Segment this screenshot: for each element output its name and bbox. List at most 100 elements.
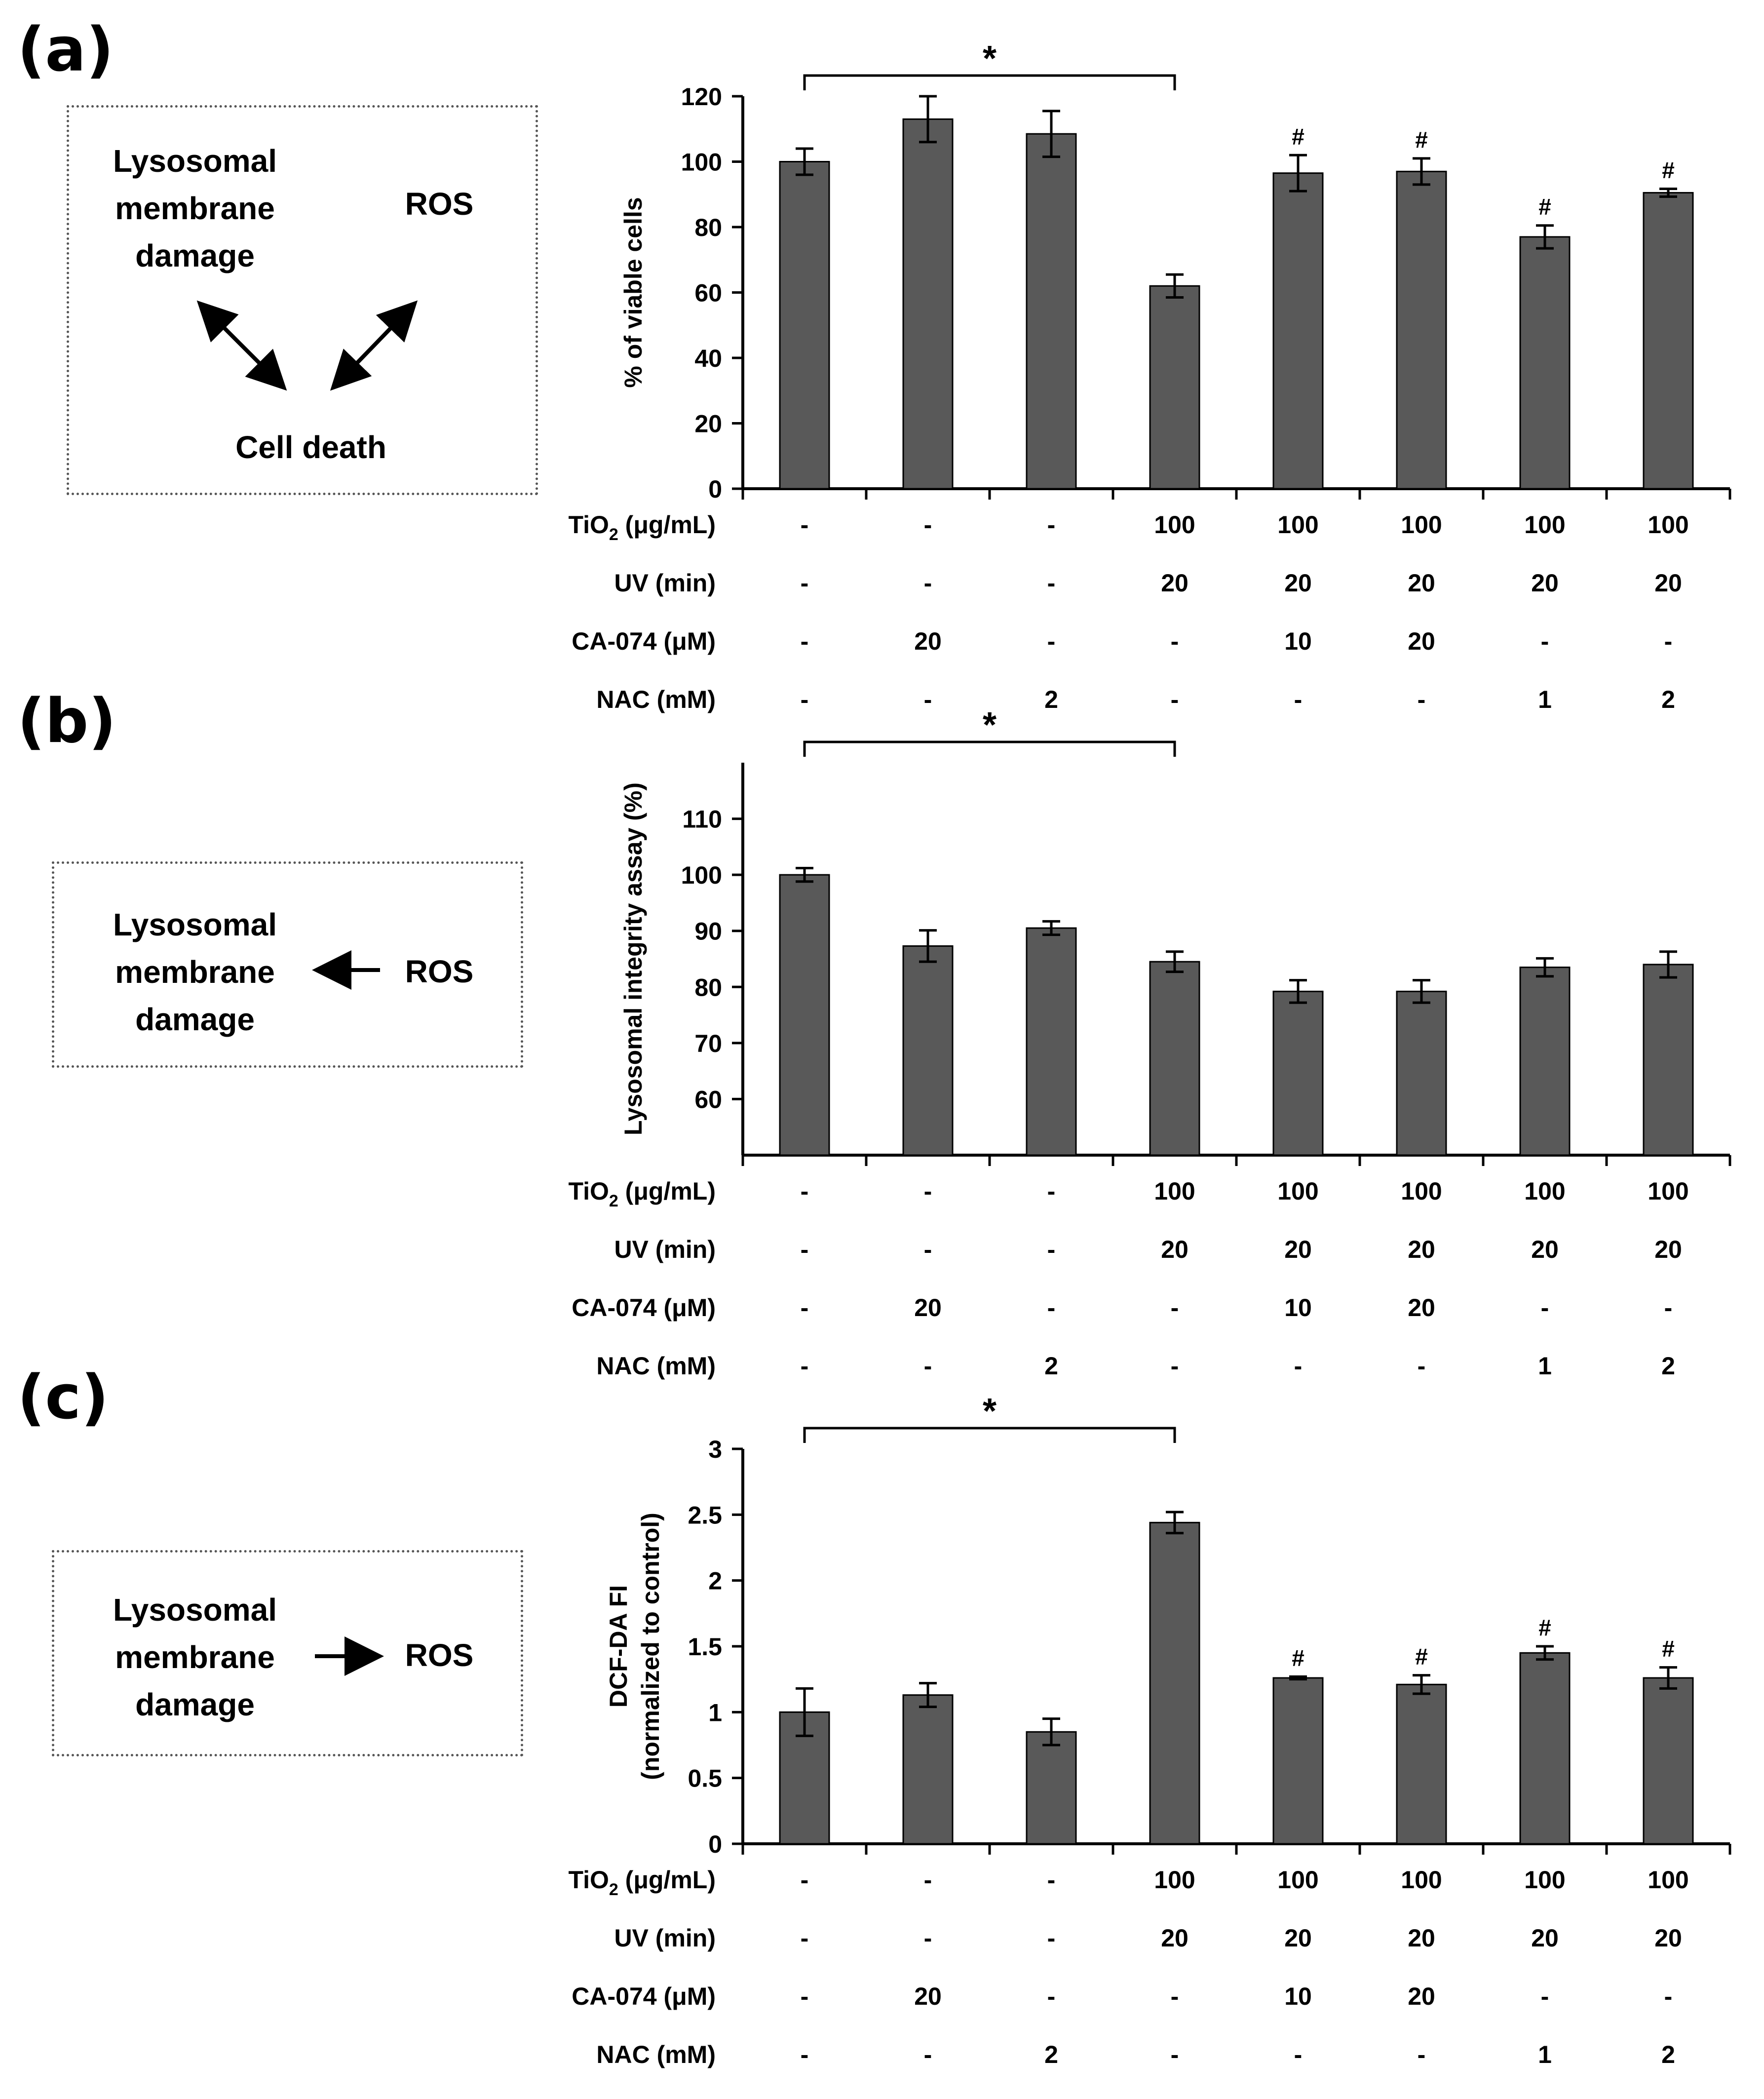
chart-a-table-cell: 20: [1408, 569, 1435, 597]
chart-c-table-cell: -: [1664, 1982, 1673, 2010]
panel-label-a: (a): [17, 15, 114, 85]
chart-b-table-cell: 100: [1277, 1177, 1318, 1205]
chart-b-bar: [1643, 964, 1694, 1156]
chart-a-bar: [1519, 236, 1571, 490]
chart-a-table-cell: -: [1294, 686, 1303, 713]
chart-b-table-cell: -: [801, 1352, 809, 1380]
chart-b-y-tick-label: 60: [694, 1086, 722, 1113]
chart-c-table-row-label: UV (min): [614, 1924, 716, 1952]
chart-a-table-cell: 20: [1408, 627, 1435, 655]
chart-b-significance-bracket: [803, 740, 1176, 757]
chart-a-table-cell: -: [1541, 627, 1549, 655]
chart-a-y-axis-label: % of viable cells: [619, 197, 647, 388]
chart-b-table-cell: 20: [1284, 1236, 1312, 1263]
chart-b-table-row-label: TiO2 (μg/mL): [568, 1177, 716, 1210]
panel-label-c: (c): [17, 1362, 109, 1433]
diagram-a-lysosomal: Lysosomal membrane damage: [91, 137, 299, 279]
chart-c-table-row-label: CA-074 (μM): [572, 1982, 716, 2010]
diagram-a-lysosomal-line2: membrane: [115, 191, 275, 226]
chart-a-table-cell: 10: [1284, 627, 1312, 655]
chart-c-mark-label: #: [1415, 1644, 1428, 1670]
diagram-a-lysosomal-line3: damage: [135, 238, 255, 273]
chart-c-table-cell: -: [1541, 1982, 1549, 2010]
arrow-celldeath-ros: [334, 300, 418, 387]
chart-a-table-cell: -: [924, 511, 932, 539]
chart-a-table-cell: 100: [1648, 511, 1688, 539]
chart-b-table-cell: -: [1664, 1294, 1673, 1322]
chart-a-table-cell: -: [1418, 686, 1426, 713]
chart-a-table-cell: 1: [1538, 686, 1552, 713]
chart-c-y-tick-label: 2: [708, 1567, 722, 1595]
chart-a-table-cell: -: [924, 686, 932, 713]
chart-b-table-cell: 20: [1161, 1236, 1189, 1263]
chart-c-table-cell: -: [801, 1866, 809, 1894]
chart-b-table-row-label: CA-074 (μM): [572, 1294, 716, 1322]
chart-b-table-cell: 100: [1524, 1177, 1565, 1205]
chart-a-table-cell: 100: [1277, 511, 1318, 539]
chart-b-table-cell: -: [1171, 1294, 1179, 1322]
chart-a-table-row-label: UV (min): [614, 569, 716, 597]
chart-c-table-cell: 20: [1408, 1982, 1435, 2010]
chart-b-table-cell: -: [1294, 1352, 1303, 1380]
diagram-b-lysosomal-line2: membrane: [115, 954, 275, 990]
chart-b-table-cell: 20: [1408, 1294, 1435, 1322]
chart-c-bar: [1026, 1731, 1077, 1845]
chart-c-mark-label: #: [1538, 1615, 1551, 1640]
chart-c-table-cell: -: [924, 1924, 932, 1952]
chart-a-table-cell: -: [801, 627, 809, 655]
chart-a-table-cell: 20: [1284, 569, 1312, 597]
chart-a-table-cell: -: [1171, 627, 1179, 655]
chart-b-bar: [1396, 990, 1447, 1156]
chart-b-table-cell: -: [1418, 1352, 1426, 1380]
chart-c-table-row-label-rest: (μg/mL): [618, 1866, 716, 1894]
chart-c-table-cell: -: [1171, 2041, 1179, 2068]
chart-b-bar: [1519, 967, 1571, 1156]
chart-a-table-cell: 20: [1654, 569, 1682, 597]
chart-b-table-row-label-main: CA-074 (μM): [572, 1294, 716, 1322]
chart-c-table-cell: 20: [1654, 1924, 1682, 1952]
chart-a-table-cell: -: [1664, 627, 1673, 655]
chart-c-table-cell: -: [801, 1982, 809, 2010]
chart-a-table-cell: -: [801, 686, 809, 713]
chart-a-mark-label: #: [1538, 194, 1551, 220]
chart-c-table-row-label: TiO2 (μg/mL): [568, 1866, 716, 1899]
chart-a-table-cell: -: [1171, 686, 1179, 713]
chart-b-table-row-label: UV (min): [614, 1236, 716, 1263]
chart-a-mark-label: #: [1662, 157, 1675, 183]
chart-b-bar: [1149, 961, 1200, 1156]
chart-a-table-row-label-main: NAC (mM): [596, 686, 716, 713]
chart-a-table-cell: -: [924, 569, 932, 597]
chart-c-table-cell: -: [1047, 1982, 1056, 2010]
chart-a-table-row-label: CA-074 (μM): [572, 627, 716, 655]
chart-b-table-row-label-main: NAC (mM): [596, 1352, 716, 1380]
chart-b-y-tick-label: 110: [682, 806, 722, 833]
chart-a-table-row-label-main: TiO: [568, 511, 609, 539]
chart-c-bar: [1643, 1677, 1694, 1845]
chart-c-table-cell: -: [924, 1866, 932, 1894]
diagram-a-ros: ROS: [405, 186, 474, 222]
chart-c-y-axis-label-2: (normalized to control): [637, 1513, 664, 1780]
chart-a-y-tick-label: 20: [694, 410, 722, 438]
chart-a-table-row-label: TiO2 (μg/mL): [568, 511, 716, 544]
chart-b-y-tick-label: 70: [694, 1030, 722, 1057]
diagram-c-lysosomal-line1: Lysosomal: [113, 1592, 277, 1628]
chart-c-y-axis-label: DCF-DA FI: [605, 1585, 632, 1708]
diagram-c-box: [52, 1550, 523, 1756]
chart-a-table-row-label-main: CA-074 (μM): [572, 627, 716, 655]
chart-c-y-tick-label: 3: [708, 1436, 722, 1463]
chart-b-table-cell: -: [1047, 1177, 1056, 1205]
chart-c-table-row-label-sub: 2: [609, 1880, 618, 1899]
chart-c-table-cell: -: [801, 1924, 809, 1952]
chart-c-bar: [1149, 1521, 1200, 1845]
chart-c-table-cell: 2: [1661, 2041, 1675, 2068]
chart-a-mark-label: #: [1415, 127, 1428, 153]
chart-b-table-row-label-rest: (μg/mL): [618, 1177, 716, 1205]
chart-b-table-cell: 1: [1538, 1352, 1552, 1380]
diagram-a-box: [67, 105, 538, 495]
chart-a-bar: [1026, 133, 1077, 490]
chart-a-y-tick-label: 80: [694, 214, 722, 241]
chart-a-table-cell: 100: [1524, 511, 1565, 539]
chart-a-table-cell: -: [1047, 511, 1056, 539]
chart-b-table-cell: -: [1171, 1352, 1179, 1380]
